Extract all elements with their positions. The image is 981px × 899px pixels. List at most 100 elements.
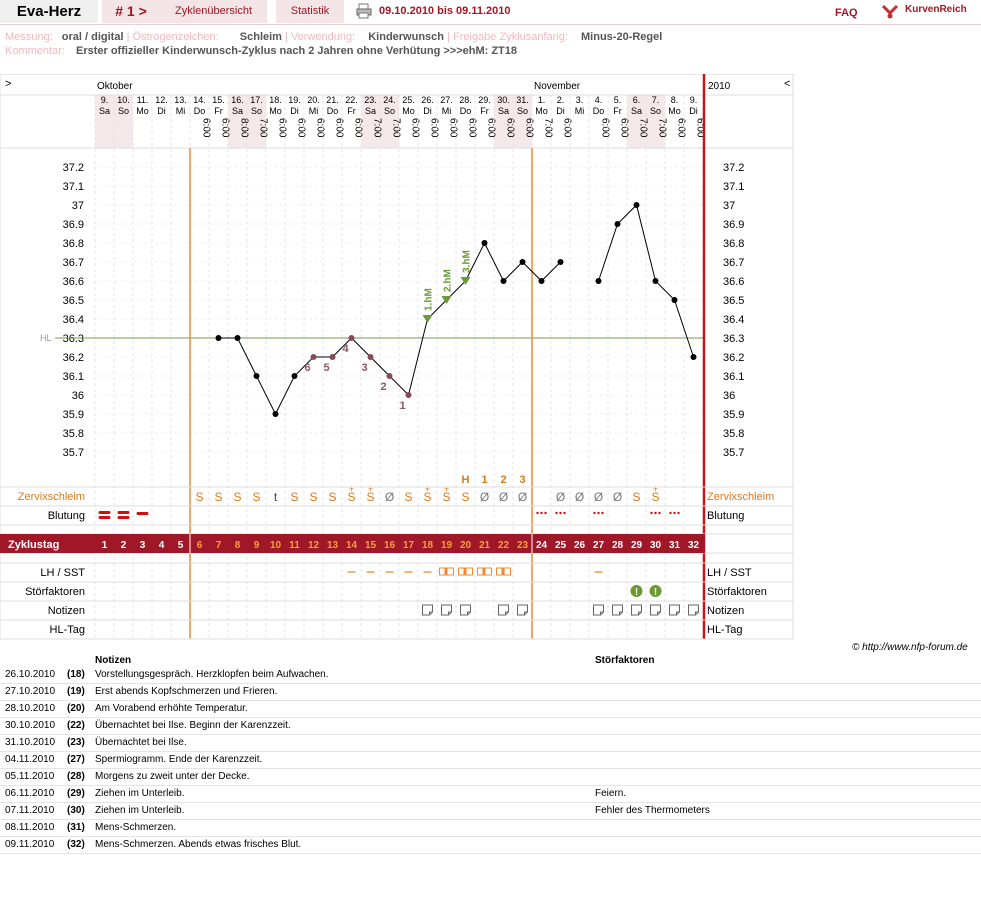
y-tick-left: 37.1 xyxy=(63,181,84,193)
stoer-icon-mark: ! xyxy=(654,587,657,598)
notes-header: Notizen xyxy=(95,655,132,666)
mucus-value: S xyxy=(461,490,469,504)
temperature-curve xyxy=(598,204,694,358)
tab-statistics[interactable]: Statistik xyxy=(276,0,344,23)
spotting-mark xyxy=(536,511,539,515)
spotting-mark xyxy=(563,511,566,515)
printer-icon[interactable] xyxy=(356,3,372,19)
day-number: 19. xyxy=(288,95,301,105)
weekday: Mo xyxy=(136,106,149,116)
cycle-day: 1 xyxy=(102,540,108,551)
high-mark-label: 1.hM xyxy=(424,288,435,311)
measure-time: 7:00 xyxy=(258,118,269,138)
mucus-value: Ø xyxy=(385,490,394,504)
measure-time: 6:00 xyxy=(562,118,573,138)
cycle-day: 20 xyxy=(460,540,472,551)
spotting-mark xyxy=(673,511,676,515)
mucus-value: S xyxy=(195,490,203,504)
y-tick-left: 36.3 xyxy=(63,333,84,345)
high-mark-triangle xyxy=(422,315,433,323)
day-number: 31. xyxy=(516,95,529,105)
notes-text: Ziehen im Unterleib. xyxy=(95,805,185,816)
note-icon xyxy=(612,604,623,616)
y-tick-left: 37 xyxy=(72,200,84,212)
low-count-label: 2 xyxy=(380,381,386,393)
spotting-mark xyxy=(601,511,604,515)
notes-table-row: 27.10.2010 (19) Erst abends Kopfschmerzen … xyxy=(0,683,981,701)
cycle-nav-button[interactable]: # 1 > xyxy=(102,0,160,23)
notes-date: 05.11.2010 xyxy=(5,771,55,782)
note-icon-fold xyxy=(505,611,509,615)
weekday: Mi xyxy=(176,106,186,116)
low-count-label: 5 xyxy=(323,362,329,374)
cycle-day: 30 xyxy=(650,540,662,551)
note-icon xyxy=(669,604,680,616)
low-count-label: 4 xyxy=(342,343,349,355)
lh-test-line xyxy=(482,568,486,575)
note-icon-fold xyxy=(524,611,528,615)
mucus-value: S xyxy=(233,490,241,504)
measure-time: 6:00 xyxy=(619,118,630,138)
day-number: 17. xyxy=(250,95,263,105)
weekday: Fr xyxy=(214,106,223,116)
cycle-label: Zyklustag xyxy=(8,539,59,551)
weekday: Do xyxy=(593,106,605,116)
bleeding-mark xyxy=(98,516,111,519)
lh-test-line xyxy=(463,568,467,575)
notes-date: 07.11.2010 xyxy=(5,805,55,816)
freigabe-value: Minus-20-Regel xyxy=(581,31,663,43)
faq-link[interactable]: FAQ xyxy=(835,7,858,19)
notes-day: (29) xyxy=(67,788,85,799)
weekday: Di xyxy=(556,106,565,116)
note-icon-fold xyxy=(467,611,471,615)
weekday: Sa xyxy=(99,106,110,116)
verwendung-value: Kinderwunsch xyxy=(368,31,445,43)
measure-time: 6:00 xyxy=(201,118,212,138)
notes-table-row: 07.11.2010 (30) Ziehen im Unterleib. Fehler… xyxy=(0,802,981,820)
high-mark-triangle xyxy=(441,296,452,304)
y-tick-right: 36.8 xyxy=(723,238,744,250)
measure-time: 6:00 xyxy=(429,118,440,138)
row-label-left: Störfaktoren xyxy=(25,586,85,598)
day-number: 15. xyxy=(212,95,225,105)
weekend-shade xyxy=(627,95,646,148)
y-tick-right: 36 xyxy=(723,390,735,402)
y-tick-left: 35.8 xyxy=(63,428,84,440)
notes-table-row: 26.10.2010 (18) Vorstellungsgespräch. Herz… xyxy=(0,666,981,684)
note-icon-fold xyxy=(429,611,433,615)
tab-cycle-overview[interactable]: Zyklenübersicht xyxy=(160,0,267,23)
hl-label: HL xyxy=(40,333,52,343)
low-count-label: 1 xyxy=(399,400,405,412)
day-number: 7. xyxy=(652,95,660,105)
note-icon-fold xyxy=(600,611,604,615)
day-number: 10. xyxy=(117,95,130,105)
nav-next: < xyxy=(784,78,790,90)
weekday: So xyxy=(384,106,395,116)
note-icon xyxy=(441,604,452,616)
note-icon xyxy=(460,604,471,616)
cycle-day: 6 xyxy=(197,540,203,551)
low-count-label: 6 xyxy=(304,362,310,374)
note-icon-fold xyxy=(676,611,680,615)
bleeding-mark xyxy=(117,516,130,519)
y-tick-right: 36.6 xyxy=(723,276,744,288)
cycle-day: 19 xyxy=(441,540,453,551)
weekday: Di xyxy=(423,106,432,116)
day-number: 25. xyxy=(402,95,415,105)
y-tick-right: 35.8 xyxy=(723,428,744,440)
row-label-right: HL-Tag xyxy=(707,624,742,636)
measure-time: 6:00 xyxy=(486,118,497,138)
measure-time: 6:00 xyxy=(334,118,345,138)
weekend-shade xyxy=(361,95,380,148)
temperature-point xyxy=(690,354,697,360)
spotting-mark xyxy=(669,511,672,515)
notes-stoer: Feiern. xyxy=(595,788,627,799)
weekend-shade xyxy=(646,95,665,148)
spotting-mark xyxy=(540,511,543,515)
mucus-plus: + xyxy=(653,484,658,494)
temperature-point xyxy=(253,373,260,379)
mucus-value: Ø xyxy=(499,490,508,504)
note-icon xyxy=(517,604,528,616)
day-number: 26. xyxy=(421,95,434,105)
notes-text: Am Vorabend erhöhte Temperatur. xyxy=(95,703,248,714)
